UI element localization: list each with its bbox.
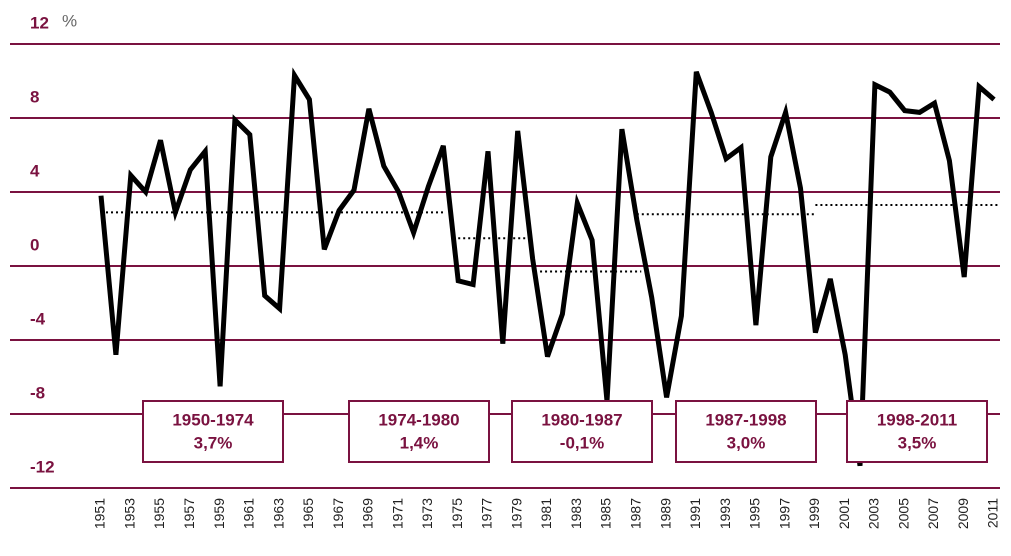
x-tick-label: 1979 xyxy=(508,498,524,529)
x-tick-label: 1969 xyxy=(360,498,376,529)
x-tick-label: 1987 xyxy=(628,498,644,529)
x-tick-label: 1955 xyxy=(151,498,167,529)
y-tick-label: -8 xyxy=(30,383,45,402)
period-average: -0,1% xyxy=(560,433,604,452)
x-tick-label: 1973 xyxy=(419,498,435,529)
x-tick-label: 1981 xyxy=(538,498,554,529)
x-tick-label: 2001 xyxy=(836,498,852,529)
x-tick-label: 1959 xyxy=(211,498,227,529)
unit-label: % xyxy=(62,11,77,30)
x-tick-label: 2007 xyxy=(925,498,941,529)
period-box xyxy=(846,400,988,463)
x-tick-label: 1999 xyxy=(806,498,822,529)
period-box xyxy=(511,400,653,463)
period-average: 3,5% xyxy=(898,433,937,452)
x-tick-label: 1971 xyxy=(389,498,405,529)
x-tick-label: 2005 xyxy=(895,498,911,529)
x-tick-label: 1995 xyxy=(747,498,763,529)
x-tick-label: 1985 xyxy=(598,498,614,529)
period-label: 1998-2011 xyxy=(877,410,957,429)
x-tick-label: 1991 xyxy=(687,498,703,529)
x-tick-label: 1997 xyxy=(776,498,792,529)
y-tick-label: 0 xyxy=(30,235,39,254)
period-box xyxy=(348,400,490,463)
x-tick-label: 1957 xyxy=(181,498,197,529)
x-tick-label: 1989 xyxy=(657,498,673,529)
x-tick-label: 2003 xyxy=(866,498,882,529)
x-tick-label: 1993 xyxy=(717,498,733,529)
x-tick-label: 1951 xyxy=(92,498,108,529)
x-tick-label: 1953 xyxy=(121,498,137,529)
x-tick-label: 1983 xyxy=(568,498,584,529)
x-tick-label: 1967 xyxy=(330,498,346,529)
x-tick-label: 1963 xyxy=(270,498,286,529)
x-tick-label: 1977 xyxy=(479,498,495,529)
x-tick-label: 2011 xyxy=(985,498,1001,528)
period-label: 1980-1987 xyxy=(541,410,622,429)
period-average: 3,7% xyxy=(194,433,233,452)
period-label: 1987-1998 xyxy=(705,410,786,429)
x-tick-label: 1965 xyxy=(300,498,316,529)
x-tick-label: 2009 xyxy=(955,498,971,529)
period-box xyxy=(142,400,284,463)
y-tick-label: 12 xyxy=(30,13,49,32)
period-label: 1950-1974 xyxy=(172,410,254,429)
period-label: 1974-1980 xyxy=(378,410,459,429)
y-tick-label: -4 xyxy=(30,309,46,328)
y-tick-label: 8 xyxy=(30,87,39,106)
period-box xyxy=(675,400,817,463)
y-tick-label: -12 xyxy=(30,457,55,476)
period-average: 1,4% xyxy=(400,433,439,452)
period-average: 3,0% xyxy=(727,433,766,452)
data-line xyxy=(98,67,996,467)
x-tick-label: 1975 xyxy=(449,498,465,529)
x-tick-label: 1961 xyxy=(241,498,257,529)
y-tick-label: 4 xyxy=(30,161,40,180)
